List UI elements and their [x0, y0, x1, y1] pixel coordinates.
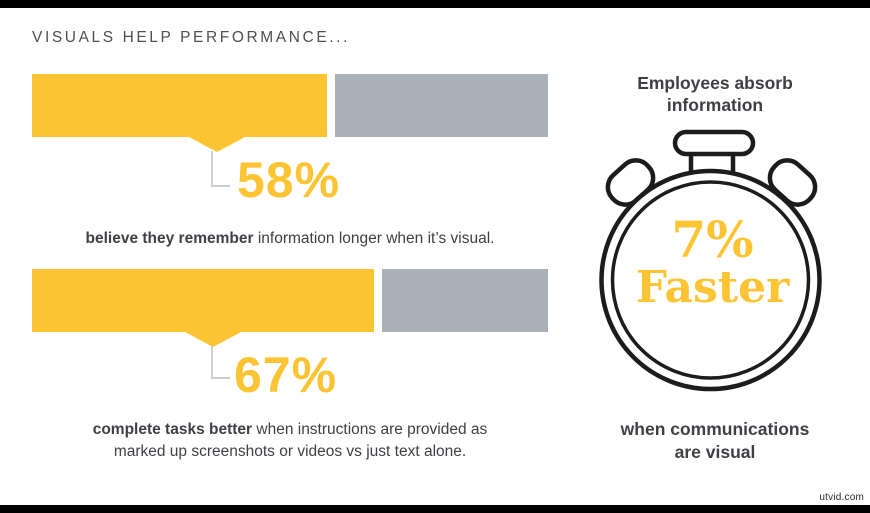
stopwatch-heading: Employees absorb information	[590, 73, 840, 116]
stopwatch-caption-line1: when communications	[620, 419, 810, 439]
stopwatch-caption-line2: are visual	[674, 441, 756, 462]
top-letterbox-bar	[0, 0, 870, 8]
bar2-caption-rest: when instructions are provided as	[252, 421, 488, 438]
bar1-connector-vertical	[211, 151, 213, 187]
page-title: VISUALS HELP PERFORMANCE...	[32, 29, 350, 46]
stopwatch-stat-word: Faster	[635, 262, 790, 313]
bar2-pointer-triangle	[185, 332, 241, 347]
bar1-connector-horizontal	[211, 185, 230, 187]
bar2-caption-bold: complete tasks better	[92, 421, 253, 438]
bottom-letterbox-bar	[0, 505, 870, 513]
bar1-caption-rest: information longer when it’s visual.	[253, 230, 495, 247]
bar-remainder-1	[335, 74, 548, 137]
bar2-caption: complete tasks better when instructions …	[32, 419, 548, 463]
stopwatch-inner-ring	[610, 180, 811, 380]
stopwatch-heading-line1: Employees absorb	[637, 73, 793, 93]
stopwatch-crown	[672, 129, 756, 157]
stopwatch-caption: when communications are visual	[580, 418, 850, 463]
stopwatch-outer-ring	[599, 168, 822, 392]
watermark: utvid.com	[819, 492, 864, 503]
bar2-connector-vertical	[211, 346, 213, 379]
bar2-caption-line2: marked up screenshots or videos vs just …	[113, 443, 467, 460]
bar2-connector-horizontal	[211, 377, 230, 379]
stopwatch-icon	[599, 129, 822, 392]
bar2-caption-line1: complete tasks better when instructions …	[32, 419, 548, 441]
stopwatch-heading-line2: information	[666, 94, 764, 115]
bar1-value-label: 58%	[237, 152, 341, 208]
bar-remainder-2	[382, 269, 548, 332]
bar1-pointer-triangle	[189, 137, 245, 152]
bar1-caption: believe they remember information longer…	[32, 228, 548, 250]
bar-fill-2	[32, 269, 374, 332]
bar1-caption-bold: believe they remember	[85, 230, 254, 247]
stopwatch-stat-value: 7%	[671, 210, 754, 269]
bar-fill-1	[32, 74, 327, 137]
bar2-value-label: 67%	[234, 347, 338, 403]
